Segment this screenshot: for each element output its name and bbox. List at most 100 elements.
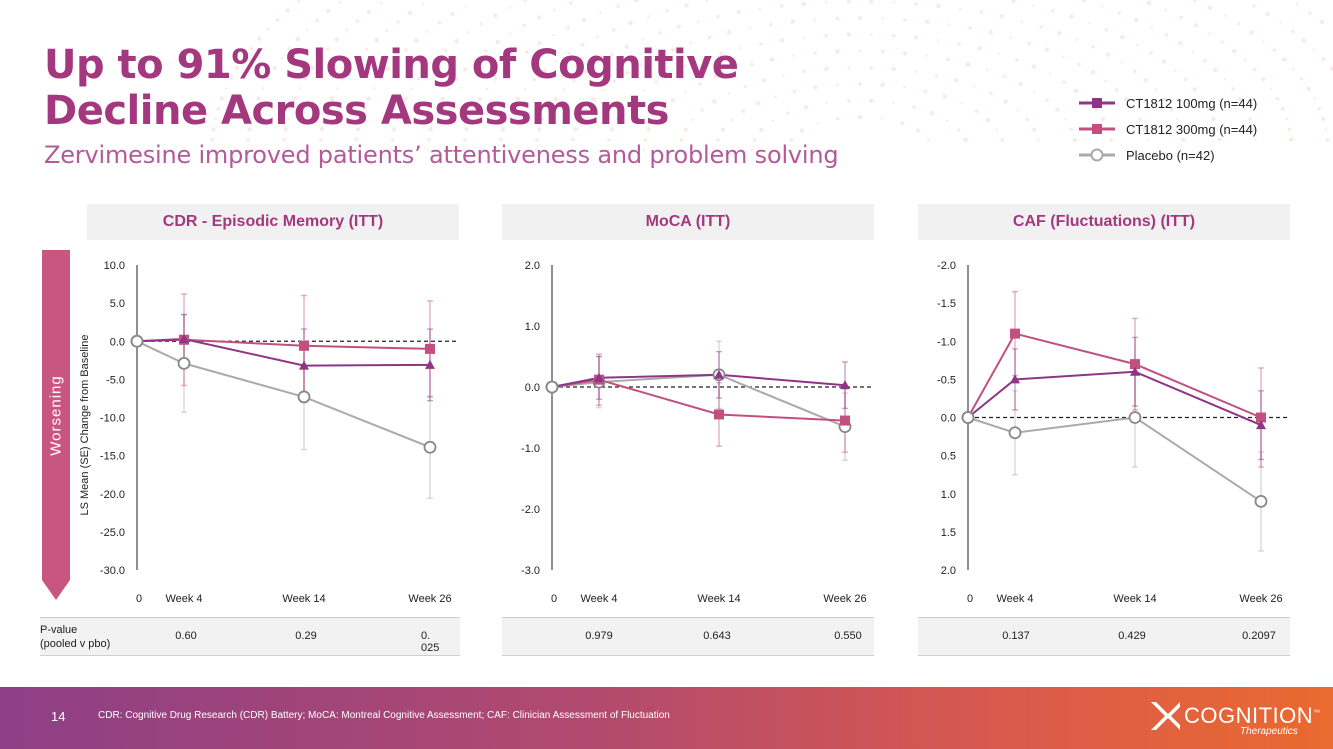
decorative-dot xyxy=(1120,34,1125,40)
decorative-dot xyxy=(892,33,896,38)
cognition-x-logo-icon xyxy=(1151,702,1180,730)
decorative-dot xyxy=(634,0,639,3)
decorative-dot xyxy=(408,10,413,16)
decorative-dot xyxy=(1064,118,1067,121)
decorative-dot xyxy=(611,28,616,32)
footer-bar: 14 CDR: Cognitive Drug Research (CDR) Ba… xyxy=(0,687,1333,749)
data-point-circle xyxy=(1128,411,1142,424)
series-line xyxy=(136,337,431,367)
decorative-dot xyxy=(1018,81,1023,87)
decorative-dot xyxy=(1088,21,1091,25)
decorative-dot xyxy=(1015,58,1019,62)
decorative-dot xyxy=(1223,14,1227,17)
decorative-dot xyxy=(1282,57,1287,62)
decorative-dot xyxy=(954,78,959,83)
x-tick-label: 0 xyxy=(967,593,973,605)
logo-subtitle: Therapeutics xyxy=(1240,726,1298,737)
decorative-dot xyxy=(1179,15,1183,20)
decorative-dot xyxy=(813,18,817,21)
decorative-dot xyxy=(1051,9,1055,13)
data-point-triangle xyxy=(299,360,309,370)
decorative-dot xyxy=(836,83,839,87)
decorative-dot xyxy=(508,6,511,9)
data-point-triangle xyxy=(594,372,604,382)
decorative-dot xyxy=(824,33,828,38)
decorative-dot xyxy=(913,35,919,40)
decorative-dot xyxy=(1279,21,1282,24)
decorative-dot xyxy=(946,57,950,62)
worsening-label: Worsening xyxy=(42,250,70,580)
decorative-dot xyxy=(1243,58,1247,62)
y-tick-label: 1.5 xyxy=(941,527,956,539)
decorative-dot xyxy=(927,138,930,141)
decorative-dot xyxy=(1193,0,1197,2)
y-tick-label: -30.0 xyxy=(100,565,125,577)
y-tick-label: -1.5 xyxy=(937,298,956,310)
decorative-dot xyxy=(1287,127,1292,131)
decorative-dot xyxy=(1313,97,1316,100)
decorative-dot xyxy=(492,13,498,18)
decorative-dot xyxy=(569,1,573,5)
decorative-dot xyxy=(1174,69,1177,72)
decorative-dot xyxy=(1292,67,1295,71)
decorative-dot xyxy=(847,66,850,69)
decorative-dot xyxy=(891,66,896,72)
decorative-dot xyxy=(1295,3,1299,6)
decorative-dot xyxy=(736,10,741,15)
decorative-dot xyxy=(1236,22,1241,26)
decorative-dot xyxy=(1285,117,1288,121)
decorative-dot xyxy=(1164,8,1167,12)
slide-title-line-1: Up to 91% Slowing of Cognitive xyxy=(44,42,739,88)
decorative-dot xyxy=(1106,52,1111,57)
data-point-triangle xyxy=(1010,374,1020,384)
panel-header-moca: MoCA (ITT) xyxy=(502,204,874,240)
data-point-triangle xyxy=(425,359,435,369)
decorative-dot xyxy=(1033,90,1036,94)
decorative-dot xyxy=(379,2,383,5)
decorative-dot xyxy=(881,117,884,120)
decorative-dot xyxy=(1149,51,1153,55)
decorative-dot xyxy=(467,31,470,34)
decorative-dot xyxy=(957,42,961,46)
decorative-dot xyxy=(1069,127,1074,132)
worsening-arrow-icon xyxy=(42,250,70,600)
decorative-dot xyxy=(1045,98,1049,103)
decorative-dot xyxy=(1016,109,1019,112)
decorative-dot xyxy=(1091,45,1095,49)
decorative-dot xyxy=(1289,137,1294,142)
decorative-dot xyxy=(835,16,840,21)
decorative-dot xyxy=(857,114,863,120)
decorative-dot xyxy=(536,15,542,20)
decorative-dot xyxy=(960,102,963,105)
data-point-circle xyxy=(1008,426,1022,440)
decorative-dot xyxy=(275,18,280,22)
decorative-dot xyxy=(1143,78,1149,83)
decorative-dot xyxy=(421,3,425,6)
decorative-dot xyxy=(758,7,762,10)
decorative-dot xyxy=(1031,64,1037,69)
decorative-dot xyxy=(315,18,319,23)
decorative-dot xyxy=(792,54,795,57)
pvalue-label-line-2: (pooled v pbo) xyxy=(40,638,111,650)
decorative-dot xyxy=(930,111,935,116)
x-tick-label: Week 14 xyxy=(282,593,325,605)
pvalue-row-caf: 0.137 0.429 0.2097 xyxy=(918,617,1290,656)
decorative-dot xyxy=(1193,23,1198,28)
legend-label: CT1812 100mg (n=44) xyxy=(1126,95,1258,111)
decorative-dot xyxy=(925,19,930,24)
y-tick-label: 1.0 xyxy=(525,321,540,333)
decorative-dot xyxy=(1325,137,1330,142)
decorative-dot xyxy=(285,8,290,13)
data-point-circle xyxy=(423,440,437,454)
decorative-dot xyxy=(1077,62,1081,66)
pvalue-label: P-value (pooled v pbo) xyxy=(40,623,136,651)
decorative-dot xyxy=(1104,28,1109,32)
decorative-dot xyxy=(464,4,468,8)
data-point-circle xyxy=(961,411,975,424)
decorative-dot xyxy=(779,38,785,43)
decorative-dot xyxy=(1025,117,1030,122)
decorative-dot xyxy=(1120,61,1124,64)
decorative-dot xyxy=(1081,0,1086,3)
legend-circle-marker-icon xyxy=(1079,148,1115,162)
decorative-dot xyxy=(437,21,442,25)
